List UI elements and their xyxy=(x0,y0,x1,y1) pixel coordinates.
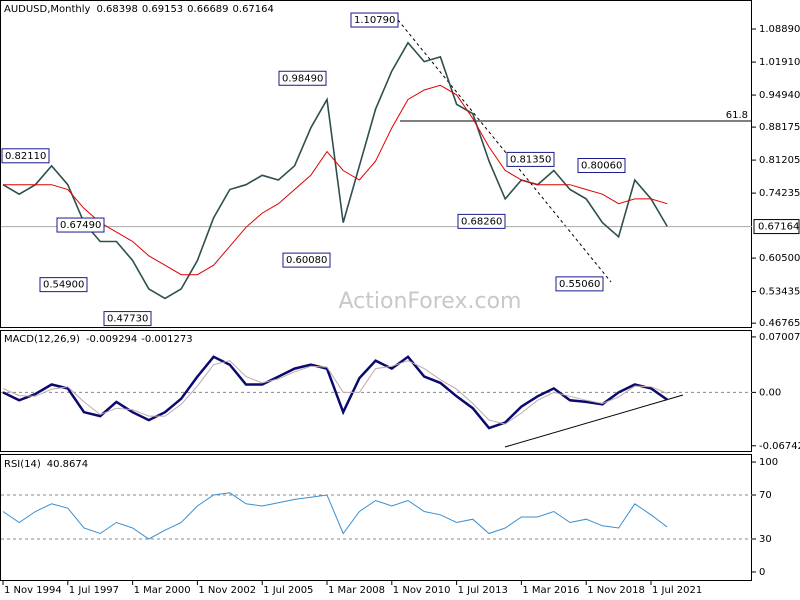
price-annotation: 0.98490 xyxy=(282,73,323,84)
x-tick-label: 1 Mar 2016 xyxy=(522,585,579,596)
current-price-box xyxy=(753,219,800,235)
macd-trend-line xyxy=(504,394,684,448)
x-tick-label: 1 Jul 2005 xyxy=(263,585,313,596)
x-tick-label: 1 Jul 1997 xyxy=(69,585,119,596)
series-line xyxy=(2,360,668,425)
header-value: 0.68398 xyxy=(96,4,137,15)
price-annotation-box xyxy=(282,252,331,268)
header-value: -0.001273 xyxy=(141,334,192,345)
panel-title: AUDUSD,Monthly xyxy=(4,4,91,15)
header-value: 0.66689 xyxy=(187,4,228,15)
price-annotation-box xyxy=(39,277,88,293)
y-tick-label: 1.08890 xyxy=(759,24,800,35)
y-tick-label: 0.070071 xyxy=(759,332,800,343)
price-annotation: 0.60080 xyxy=(286,255,327,266)
macd-panel xyxy=(0,330,752,452)
current-price-label: 0.67164 xyxy=(758,222,799,233)
y-tick-label: 0.60500 xyxy=(759,253,800,264)
y-tick-label: 70 xyxy=(759,490,772,501)
series-line xyxy=(2,41,668,300)
y-tick-label: 1.01910 xyxy=(759,57,800,68)
header-value: 0.67164 xyxy=(233,4,274,15)
header-value: 40.8674 xyxy=(47,459,88,470)
series-line xyxy=(3,84,668,276)
price-annotation: 0.68260 xyxy=(461,216,502,227)
price-annotation: 0.82110 xyxy=(5,151,46,162)
panel-title: MACD(12,26,9) xyxy=(4,334,80,345)
y-tick-label: 0.81205 xyxy=(759,155,800,166)
price-annotation: 0.55060 xyxy=(559,279,600,290)
x-tick-label: 1 Mar 2000 xyxy=(134,585,191,596)
price-panel xyxy=(0,0,752,328)
price-annotation-box xyxy=(1,148,50,164)
price-annotation: 1.10790 xyxy=(354,15,395,26)
price-annotation-box xyxy=(350,12,399,28)
x-tick-label: 1 Mar 2008 xyxy=(328,585,385,596)
price-annotation-box xyxy=(506,151,555,167)
x-tick-label: 1 Nov 2018 xyxy=(587,585,645,596)
x-tick-label: 1 Nov 1994 xyxy=(4,585,62,596)
y-tick-label: 0 xyxy=(759,567,765,578)
y-tick-label: 0.00 xyxy=(759,387,781,398)
x-tick-label: 1 Nov 2010 xyxy=(393,585,451,596)
y-tick-label: -0.067423 xyxy=(759,441,800,452)
price-annotation-box xyxy=(577,158,626,174)
series-line xyxy=(2,355,668,430)
y-tick-label: 0.94940 xyxy=(759,90,800,101)
y-tick-label: 0.88175 xyxy=(759,122,800,133)
y-tick-label: 0.46765 xyxy=(759,318,800,329)
price-annotation: 0.81350 xyxy=(510,154,551,165)
series-line xyxy=(2,492,668,540)
price-annotation: 0.54900 xyxy=(43,280,84,291)
y-tick-label: 100 xyxy=(759,457,778,468)
x-tick-label: 1 Jul 2021 xyxy=(652,585,702,596)
header-value: 0.69153 xyxy=(142,4,183,15)
watermark: ActionForex.com xyxy=(339,289,522,314)
price-annotation-box xyxy=(56,217,105,233)
y-tick-label: 30 xyxy=(759,534,772,545)
x-tick-label: 1 Nov 2002 xyxy=(198,585,256,596)
price-annotation-box xyxy=(278,70,327,86)
price-annotation-box xyxy=(103,311,152,327)
y-tick-label: 0.53435 xyxy=(759,287,800,298)
x-tick-label: 1 Jul 2013 xyxy=(458,585,508,596)
price-annotation: 0.80060 xyxy=(581,161,622,172)
price-annotation-box xyxy=(555,276,604,292)
price-annotation: 0.67490 xyxy=(60,220,101,231)
price-annotation: 0.47730 xyxy=(107,314,148,325)
header-value: -0.009294 xyxy=(86,334,137,345)
rsi-panel xyxy=(0,454,752,581)
fib-label: 61.8 xyxy=(726,110,748,121)
panel-title: RSI(14) xyxy=(4,459,41,470)
price-annotation-box xyxy=(457,213,506,229)
y-tick-label: 0.74235 xyxy=(759,188,800,199)
trend-line xyxy=(397,19,612,283)
